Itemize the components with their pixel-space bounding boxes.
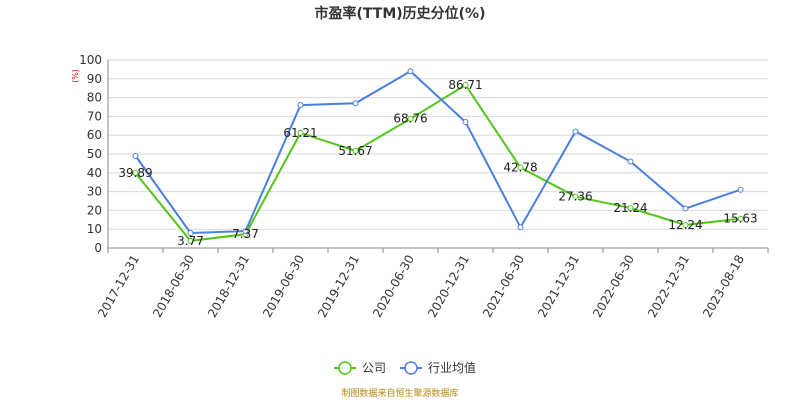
data-point (462, 119, 469, 126)
x-tick-label: 2020-12-31 (425, 253, 472, 320)
data-point (737, 215, 744, 222)
y-tick-label: 70 (87, 109, 102, 123)
series-line (134, 83, 741, 242)
data-point (682, 221, 689, 228)
data-label: 86.71 (448, 78, 482, 92)
series-line (134, 70, 741, 234)
y-tick-label: 50 (87, 147, 102, 161)
legend-marker (404, 361, 418, 375)
data-point (132, 170, 139, 177)
legend-label: 公司 (362, 361, 386, 375)
y-tick-label: 20 (87, 203, 102, 217)
data-point (352, 100, 359, 107)
data-point (462, 81, 469, 88)
x-tick-label: 2021-06-30 (480, 253, 527, 320)
x-tick-label: 2019-12-31 (315, 253, 362, 320)
chart-title: 市盈率(TTM)历史分位(%) (315, 5, 486, 22)
data-point (132, 152, 139, 159)
data-label: 21.24 (613, 201, 647, 215)
y-tick-label: 80 (87, 91, 102, 105)
x-tick-label: 2018-06-30 (150, 253, 197, 320)
data-point (572, 193, 579, 200)
y-tick-label: 0 (94, 241, 102, 255)
data-point (517, 164, 524, 171)
y-tick-label: 90 (87, 72, 102, 86)
x-tick-label: 2021-12-31 (535, 253, 582, 320)
data-point (407, 115, 414, 122)
data-point (297, 129, 304, 136)
x-tick-label: 2018-12-31 (205, 253, 252, 320)
x-tick-label: 2022-12-31 (645, 253, 692, 320)
y-tick-label: 10 (87, 222, 102, 236)
y-tick-label: 40 (87, 166, 102, 180)
data-point (627, 205, 634, 212)
data-point (737, 186, 744, 193)
data-label: 27.36 (558, 190, 592, 204)
data-label: 68.76 (393, 112, 427, 126)
source-note: 制图数据来自恒生聚源数据库 (341, 387, 458, 399)
data-label: 39.89 (118, 166, 152, 180)
data-label: 3.77 (177, 234, 204, 248)
x-tick-label: 2023-08-18 (700, 253, 747, 320)
data-point (682, 205, 689, 212)
y-tick-label: 60 (87, 128, 102, 142)
x-tick-label: 2020-06-30 (370, 253, 417, 320)
data-point (517, 224, 524, 231)
legend-label: 行业均值 (428, 360, 476, 375)
data-point (187, 229, 194, 236)
legend-marker (338, 361, 352, 375)
y-unit-label: (%) (71, 69, 80, 83)
data-point (407, 68, 414, 75)
y-tick-label: 30 (87, 185, 102, 199)
y-tick-label: 100 (79, 53, 102, 67)
x-tick-label: 2019-06-30 (260, 253, 307, 320)
data-point (297, 102, 304, 109)
x-tick-label: 2022-06-30 (590, 253, 637, 320)
data-label: 7.37 (232, 227, 259, 241)
data-point (352, 147, 359, 154)
data-label: 42.78 (503, 161, 537, 175)
data-point (242, 228, 249, 235)
data-point (187, 237, 194, 244)
data-point (627, 158, 634, 165)
data-label: 61.21 (283, 126, 317, 140)
data-label: 15.63 (723, 212, 757, 226)
data-point (572, 128, 579, 135)
data-label: 12.24 (668, 218, 702, 232)
data-label: 51.67 (338, 144, 372, 158)
x-tick-label: 2017-12-31 (95, 253, 142, 320)
